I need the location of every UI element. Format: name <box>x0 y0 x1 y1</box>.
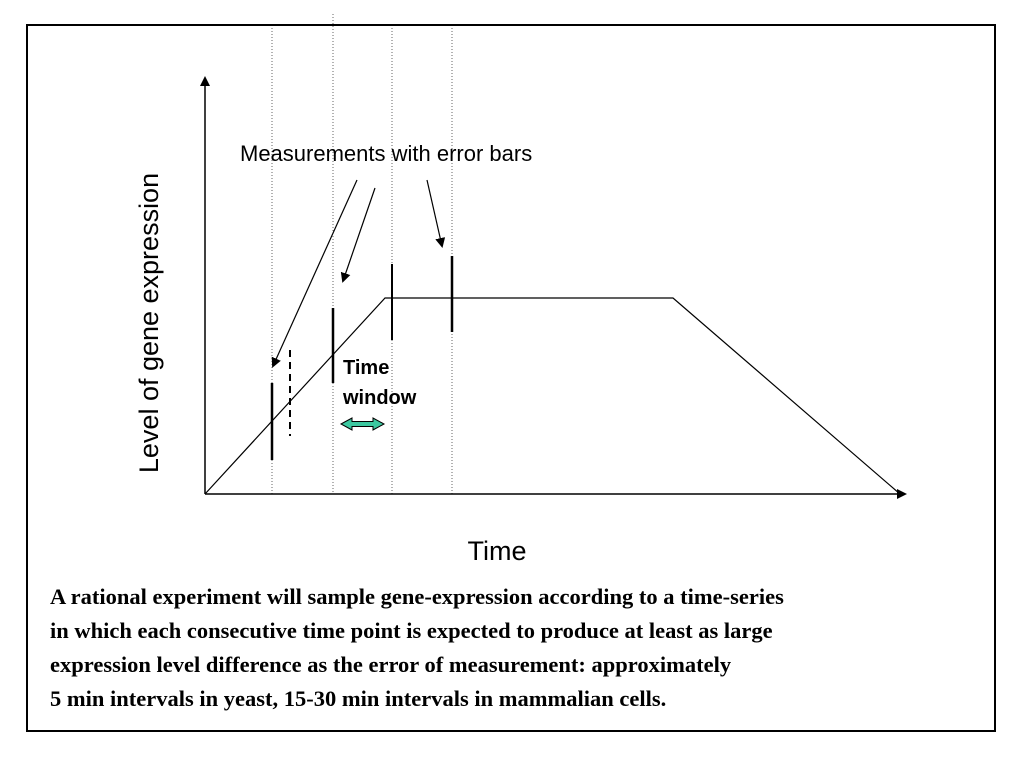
annotation-arrow-3 <box>426 179 446 248</box>
expression-curve <box>204 297 901 495</box>
slide-frame <box>26 24 996 732</box>
caption: A rational experiment will sample gene-e… <box>50 580 990 716</box>
caption-line: expression level difference as the error… <box>50 652 732 677</box>
annotation-arrow-1 <box>271 179 358 368</box>
annotation-arrow-2 <box>340 187 376 283</box>
caption-line: in which each consecutive time point is … <box>50 618 773 643</box>
time-window-label-line1: Time <box>343 357 389 379</box>
caption-line: A rational experiment will sample gene-e… <box>50 584 784 609</box>
time-window-label-line2: window <box>342 387 417 409</box>
y-axis-label: Level of gene expression <box>134 173 164 473</box>
time-window-arrow <box>339 417 386 431</box>
annotation-label: Measurements with error bars <box>240 141 532 166</box>
caption-line: 5 min intervals in yeast, 15-30 min inte… <box>50 686 667 711</box>
x-axis-label: Time <box>468 536 527 566</box>
